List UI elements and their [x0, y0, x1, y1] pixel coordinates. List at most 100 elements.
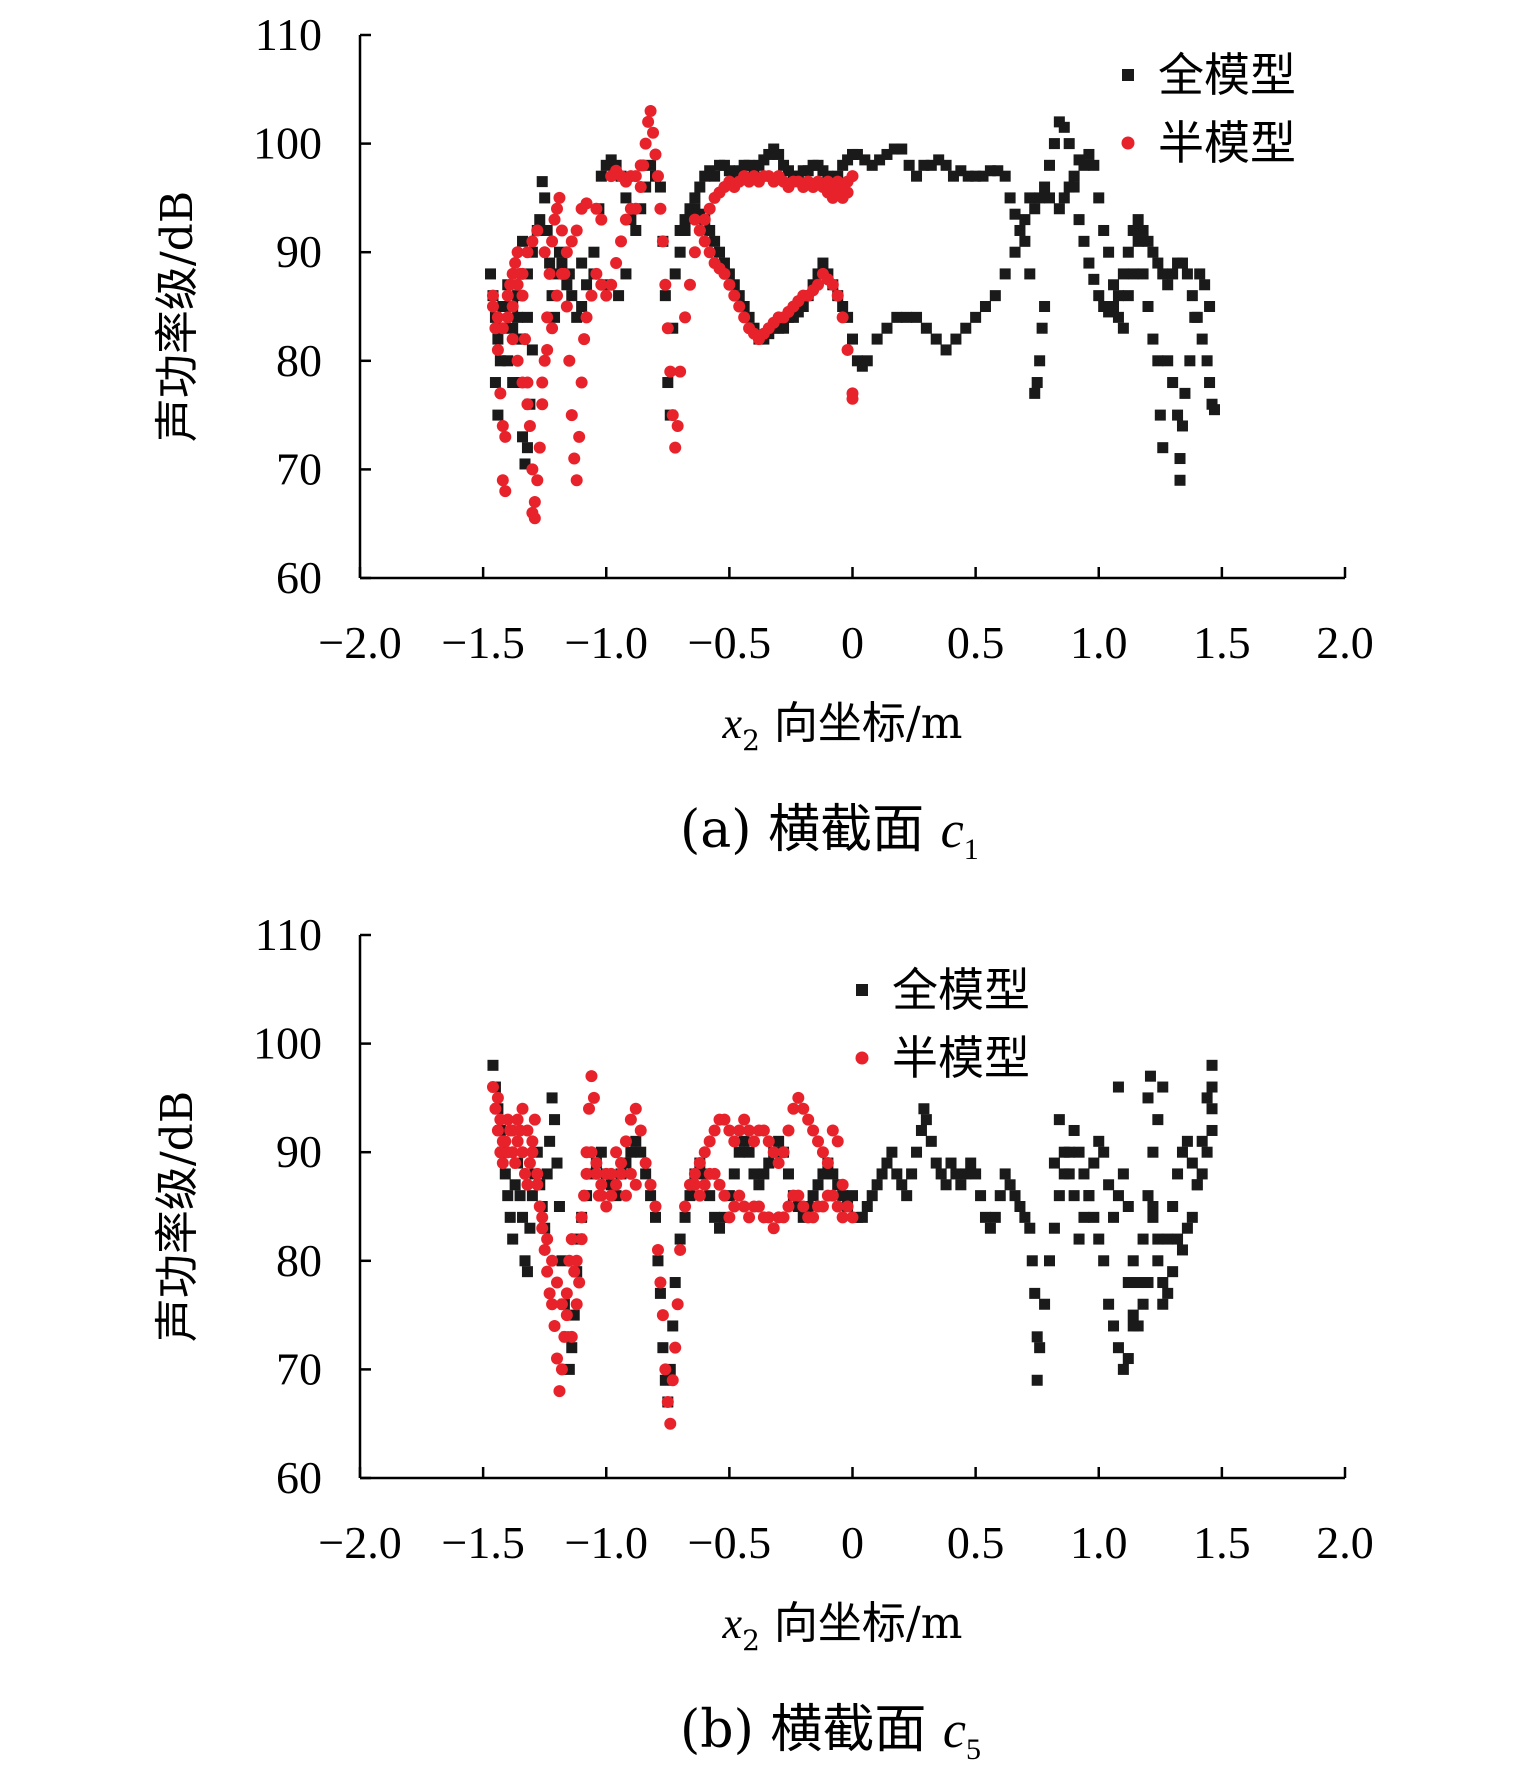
- y-axis-title: 声功率级/dB: [152, 191, 203, 442]
- data-point: [624, 1113, 637, 1126]
- data-point: [1176, 1244, 1188, 1256]
- x-tick-label: 0: [841, 617, 864, 668]
- data-point: [773, 1135, 785, 1147]
- data-point: [713, 1178, 726, 1191]
- data-point: [620, 192, 632, 204]
- data-point: [757, 1124, 770, 1137]
- data-point: [1127, 268, 1139, 280]
- data-point: [1058, 1146, 1070, 1158]
- data-point: [568, 1265, 581, 1278]
- data-point: [836, 311, 849, 324]
- data-point: [1103, 1179, 1115, 1191]
- data-point: [1019, 235, 1031, 247]
- data-point: [851, 355, 863, 367]
- data-point: [647, 126, 660, 139]
- data-point: [1122, 1201, 1134, 1212]
- data-point: [1142, 1277, 1154, 1289]
- data-point: [698, 1178, 711, 1191]
- data-point: [551, 289, 563, 302]
- data-point: [666, 409, 679, 422]
- x-tick-label: −1.0: [565, 617, 648, 668]
- data-point: [546, 235, 559, 248]
- data-point: [920, 1114, 932, 1126]
- data-point: [1154, 409, 1166, 421]
- data-point: [518, 1167, 531, 1180]
- data-point: [816, 1146, 829, 1159]
- data-point: [634, 1124, 647, 1137]
- data-point: [531, 224, 544, 237]
- data-point: [679, 311, 692, 324]
- data-point: [509, 1157, 522, 1170]
- data-point: [817, 1168, 829, 1180]
- data-point: [501, 289, 514, 302]
- data-point: [1036, 322, 1048, 334]
- data-point: [615, 1167, 628, 1180]
- data-point: [521, 442, 533, 454]
- data-point: [940, 1179, 952, 1191]
- data-point: [891, 1168, 903, 1180]
- data-point: [772, 1157, 785, 1170]
- data-point: [568, 452, 581, 465]
- data-point: [565, 1233, 578, 1246]
- data-point: [807, 1190, 819, 1202]
- data-point: [1176, 1146, 1188, 1158]
- data-point: [1026, 1255, 1038, 1267]
- data-point: [496, 474, 509, 487]
- data-point: [659, 290, 671, 302]
- data-point: [516, 289, 529, 302]
- legend-label: 半模型: [892, 1031, 1030, 1085]
- data-point: [1112, 1081, 1124, 1093]
- caption-b-text: (b) 横截面: [680, 1700, 943, 1760]
- data-point: [1108, 279, 1120, 291]
- data-point: [659, 278, 672, 291]
- data-point: [664, 1417, 677, 1430]
- data-point: [605, 278, 618, 291]
- data-point: [1152, 1114, 1164, 1126]
- data-point: [615, 1157, 628, 1170]
- data-point: [1122, 246, 1134, 258]
- data-point: [613, 290, 625, 302]
- data-point: [1174, 474, 1186, 486]
- data-point: [1068, 1190, 1080, 1202]
- x-tick-label: −1.5: [441, 617, 524, 668]
- scatter-chart-b: 60 70 80 90 100 110 −2.0 −1.5 −1.0 −0.5 0 0.5 1.0 1.5…: [152, 909, 1374, 1657]
- data-point: [541, 343, 554, 356]
- data-point: [492, 333, 504, 345]
- data-point: [817, 257, 829, 269]
- data-point: [1098, 1146, 1110, 1158]
- data-point: [634, 159, 647, 172]
- data-point: [1206, 1103, 1218, 1115]
- data-point: [581, 279, 593, 291]
- data-point: [1053, 1190, 1065, 1202]
- data-point: [1162, 355, 1174, 367]
- data-point: [578, 1189, 591, 1202]
- x-tick-label: 1.0: [1070, 1517, 1128, 1568]
- series-full-model: [487, 1059, 1218, 1408]
- data-point: [841, 1200, 854, 1213]
- scatter-chart-a: 60 70 80 90 100 110 −2.0 −1.5 −1.0 −0.5 0 0.5 1.0 1.5…: [152, 9, 1374, 757]
- data-point: [1122, 290, 1134, 302]
- data-point: [1167, 1266, 1179, 1278]
- data-point: [516, 1102, 529, 1115]
- data-point: [571, 311, 583, 323]
- data-point: [693, 1157, 706, 1170]
- data-point: [504, 1211, 516, 1223]
- data-point: [1112, 1190, 1124, 1202]
- x-axis-title-var: x: [722, 1599, 743, 1648]
- data-point: [1127, 1255, 1139, 1267]
- data-point: [561, 279, 573, 291]
- x-tick-label: 2.0: [1316, 617, 1374, 668]
- data-point: [568, 1309, 580, 1321]
- data-point: [651, 170, 664, 183]
- data-point: [528, 512, 541, 525]
- data-point: [846, 170, 859, 183]
- data-point: [1206, 1124, 1218, 1136]
- data-point: [662, 377, 674, 389]
- data-point: [531, 1167, 544, 1180]
- data-point: [859, 154, 871, 166]
- data-point: [511, 1113, 524, 1126]
- data-point: [979, 301, 991, 312]
- data-point: [531, 1178, 544, 1191]
- data-point: [486, 289, 499, 302]
- data-point: [1039, 301, 1051, 312]
